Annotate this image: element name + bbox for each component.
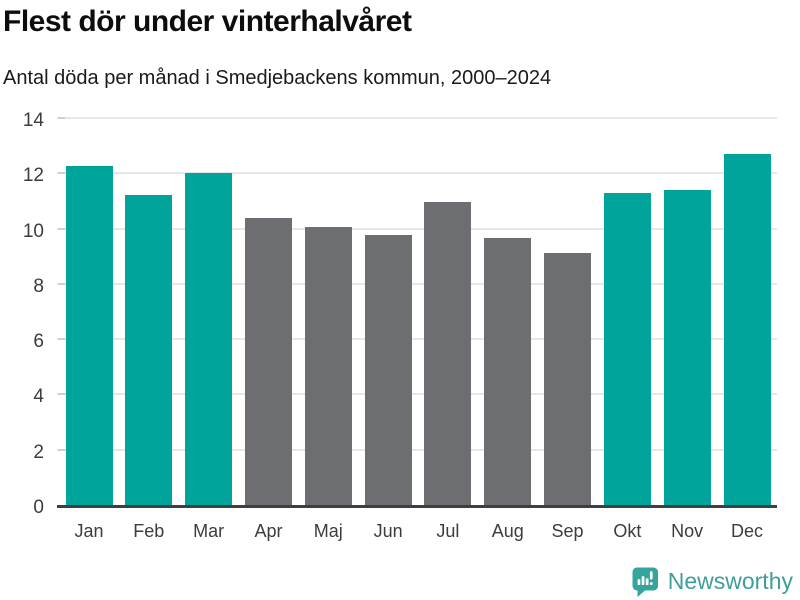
- x-axis-label-nov: Nov: [671, 521, 704, 541]
- x-axis-label-maj: Maj: [313, 521, 343, 541]
- bar-nov: [663, 189, 711, 505]
- y-tick-6: [58, 338, 65, 341]
- x-axis-label-jan: Jan: [74, 521, 104, 541]
- gridline-y14: [57, 117, 777, 119]
- y-tick-14: [58, 117, 65, 119]
- x-axis-label-aug: Aug: [491, 521, 524, 541]
- bar-okt: [603, 192, 651, 505]
- gridline-y2: [57, 448, 777, 451]
- y-axis-label-4: 4: [33, 386, 44, 408]
- chart-subtitle: Antal döda per månad i Smedjebackens kom…: [3, 67, 552, 89]
- plot-area: Jan Feb Mar Apr Maj Jun Jul Aug Sep Okt Nov Dec: [57, 117, 777, 541]
- bar-jul: [424, 202, 472, 505]
- bar-sep: [544, 253, 592, 505]
- gridline-y4: [57, 393, 777, 396]
- y-axis: 0 2 4 6 8 10 12 14: [0, 110, 46, 518]
- gridline-y6: [57, 338, 777, 341]
- x-axis-label-apr: Apr: [254, 521, 283, 541]
- bar-feb: [125, 195, 173, 505]
- y-tick-12: [58, 172, 65, 175]
- y-axis-label-0: 0: [33, 497, 44, 518]
- bar-aug: [484, 238, 532, 505]
- newsworthy-logo-icon: [632, 567, 658, 597]
- chart-title: Flest dör under vinterhalvåret: [3, 5, 412, 38]
- y-axis-label-8: 8: [33, 275, 44, 297]
- brand-name: Newsworthy: [667, 568, 793, 594]
- y-tick-4: [58, 393, 65, 396]
- y-axis-label-2: 2: [33, 441, 44, 463]
- y-axis-label-10: 10: [22, 220, 44, 242]
- bar-dec: [723, 153, 771, 505]
- bar-jun: [364, 235, 412, 505]
- y-tick-8: [58, 282, 65, 285]
- bar-mar: [185, 173, 233, 505]
- y-tick-2: [58, 448, 65, 451]
- y-axis-label-6: 6: [33, 331, 44, 353]
- gridline-y10: [57, 227, 777, 230]
- x-axis-label-okt: Okt: [613, 521, 642, 541]
- gridline-y12: [57, 172, 777, 175]
- bar-apr: [244, 217, 292, 505]
- x-axis-label-jun: Jun: [373, 521, 403, 541]
- y-axis-label-14: 14: [22, 110, 44, 131]
- x-axis-label-mar: Mar: [193, 521, 225, 541]
- y-axis-label-12: 12: [22, 165, 44, 187]
- x-axis-label-sep: Sep: [551, 521, 584, 541]
- brand-footer: Newsworthy: [631, 566, 793, 597]
- gridline-y8: [57, 282, 777, 285]
- y-tick-10: [58, 227, 65, 230]
- bar-maj: [304, 227, 352, 505]
- logo-bubble-shape: [632, 567, 658, 597]
- x-axis-label-jul: Jul: [436, 521, 460, 541]
- x-axis-label-dec: Dec: [731, 521, 764, 541]
- x-axis-label-feb: Feb: [133, 521, 165, 541]
- bar-jan: [65, 166, 113, 505]
